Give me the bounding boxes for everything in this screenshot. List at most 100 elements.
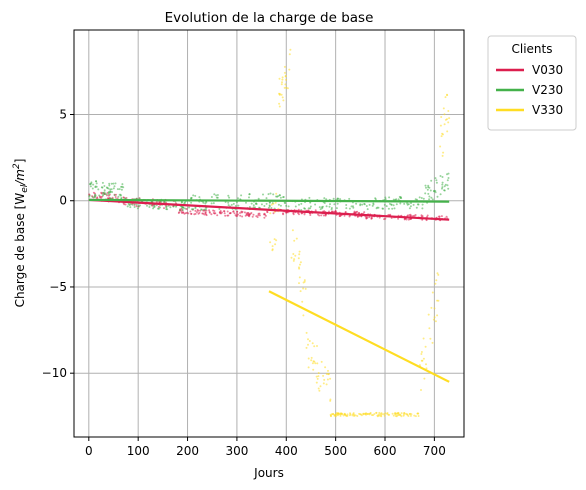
point-v030 [420,214,423,217]
point-v230 [153,204,156,207]
point-v330 [352,412,355,415]
point-v230 [270,207,273,209]
point-v030 [309,214,312,216]
point-v330 [379,414,382,417]
point-v230 [446,179,449,182]
point-v230 [260,203,263,206]
point-v230 [393,207,396,210]
point-v030 [232,210,235,213]
x-axis-label: Jours [253,466,284,480]
point-v230 [410,202,412,205]
point-v330 [432,318,435,321]
point-v330 [272,202,275,205]
point-v230 [435,181,438,184]
point-v030 [363,211,366,214]
point-v230 [352,205,354,208]
point-v330 [324,366,327,369]
point-v330 [360,414,363,417]
point-v330 [429,337,432,340]
point-v230 [237,197,239,200]
point-v230 [392,204,395,207]
point-v030 [223,212,226,215]
point-v230 [429,189,432,192]
point-v330 [289,48,292,51]
point-v230 [279,204,282,207]
point-v330 [292,259,295,262]
point-v330 [274,243,277,246]
point-v230 [300,202,303,205]
point-v330 [283,71,286,74]
point-v330 [398,413,401,416]
point-v330 [299,290,302,293]
point-v230 [278,194,281,197]
point-v230 [101,181,104,184]
point-v330 [402,414,405,417]
point-v230 [227,194,230,197]
point-v230 [265,197,268,200]
point-v330 [396,412,399,415]
point-v230 [422,197,425,200]
point-v330 [281,81,283,84]
point-v230 [109,190,112,193]
point-v230 [90,182,93,185]
point-v030 [223,210,225,213]
point-v230 [339,198,342,201]
point-v230 [444,183,447,186]
point-v230 [399,202,402,205]
point-v230 [95,182,98,185]
point-v030 [204,211,207,214]
point-v330 [311,342,314,345]
point-v330 [425,367,428,370]
point-v230 [136,207,139,210]
point-v230 [363,203,366,206]
point-v230 [314,203,317,206]
point-v030 [339,214,342,217]
point-v230 [175,205,177,208]
point-v230 [397,198,400,201]
point-v030 [214,212,217,215]
point-v330 [298,253,301,256]
point-v030 [203,213,206,216]
point-v230 [421,203,424,206]
point-v030 [300,212,303,215]
point-v230 [110,182,113,185]
plot-frame [73,29,465,438]
point-v230 [323,197,326,200]
point-v230 [190,208,193,211]
point-v230 [268,204,271,207]
point-v030 [240,211,243,214]
point-v330 [302,314,305,317]
point-v230 [345,204,348,206]
point-v230 [395,198,398,201]
point-v330 [317,387,320,390]
point-v330 [282,99,285,102]
point-v230 [395,203,398,206]
point-v330 [351,414,354,417]
point-v230 [385,205,388,208]
point-v230 [257,197,260,200]
point-v230 [230,203,233,206]
point-v230 [285,204,288,207]
point-v230 [430,179,433,182]
point-v030 [437,215,440,218]
point-v030 [282,212,284,215]
point-v230 [248,196,250,199]
point-v230 [441,176,444,178]
point-v330 [441,132,444,135]
point-v330 [421,359,424,362]
point-v230 [148,206,151,208]
point-v030 [186,211,189,214]
point-v230 [294,205,297,208]
scatter-points [88,48,451,418]
point-v230 [390,203,393,206]
point-v330 [302,281,305,284]
point-v230 [428,198,431,201]
point-v230 [325,198,328,201]
point-v330 [441,154,444,157]
point-v330 [304,287,307,290]
legend-label-v330: V330 [532,103,563,117]
point-v230 [424,184,427,187]
point-v030 [322,214,325,217]
point-v030 [298,213,300,216]
